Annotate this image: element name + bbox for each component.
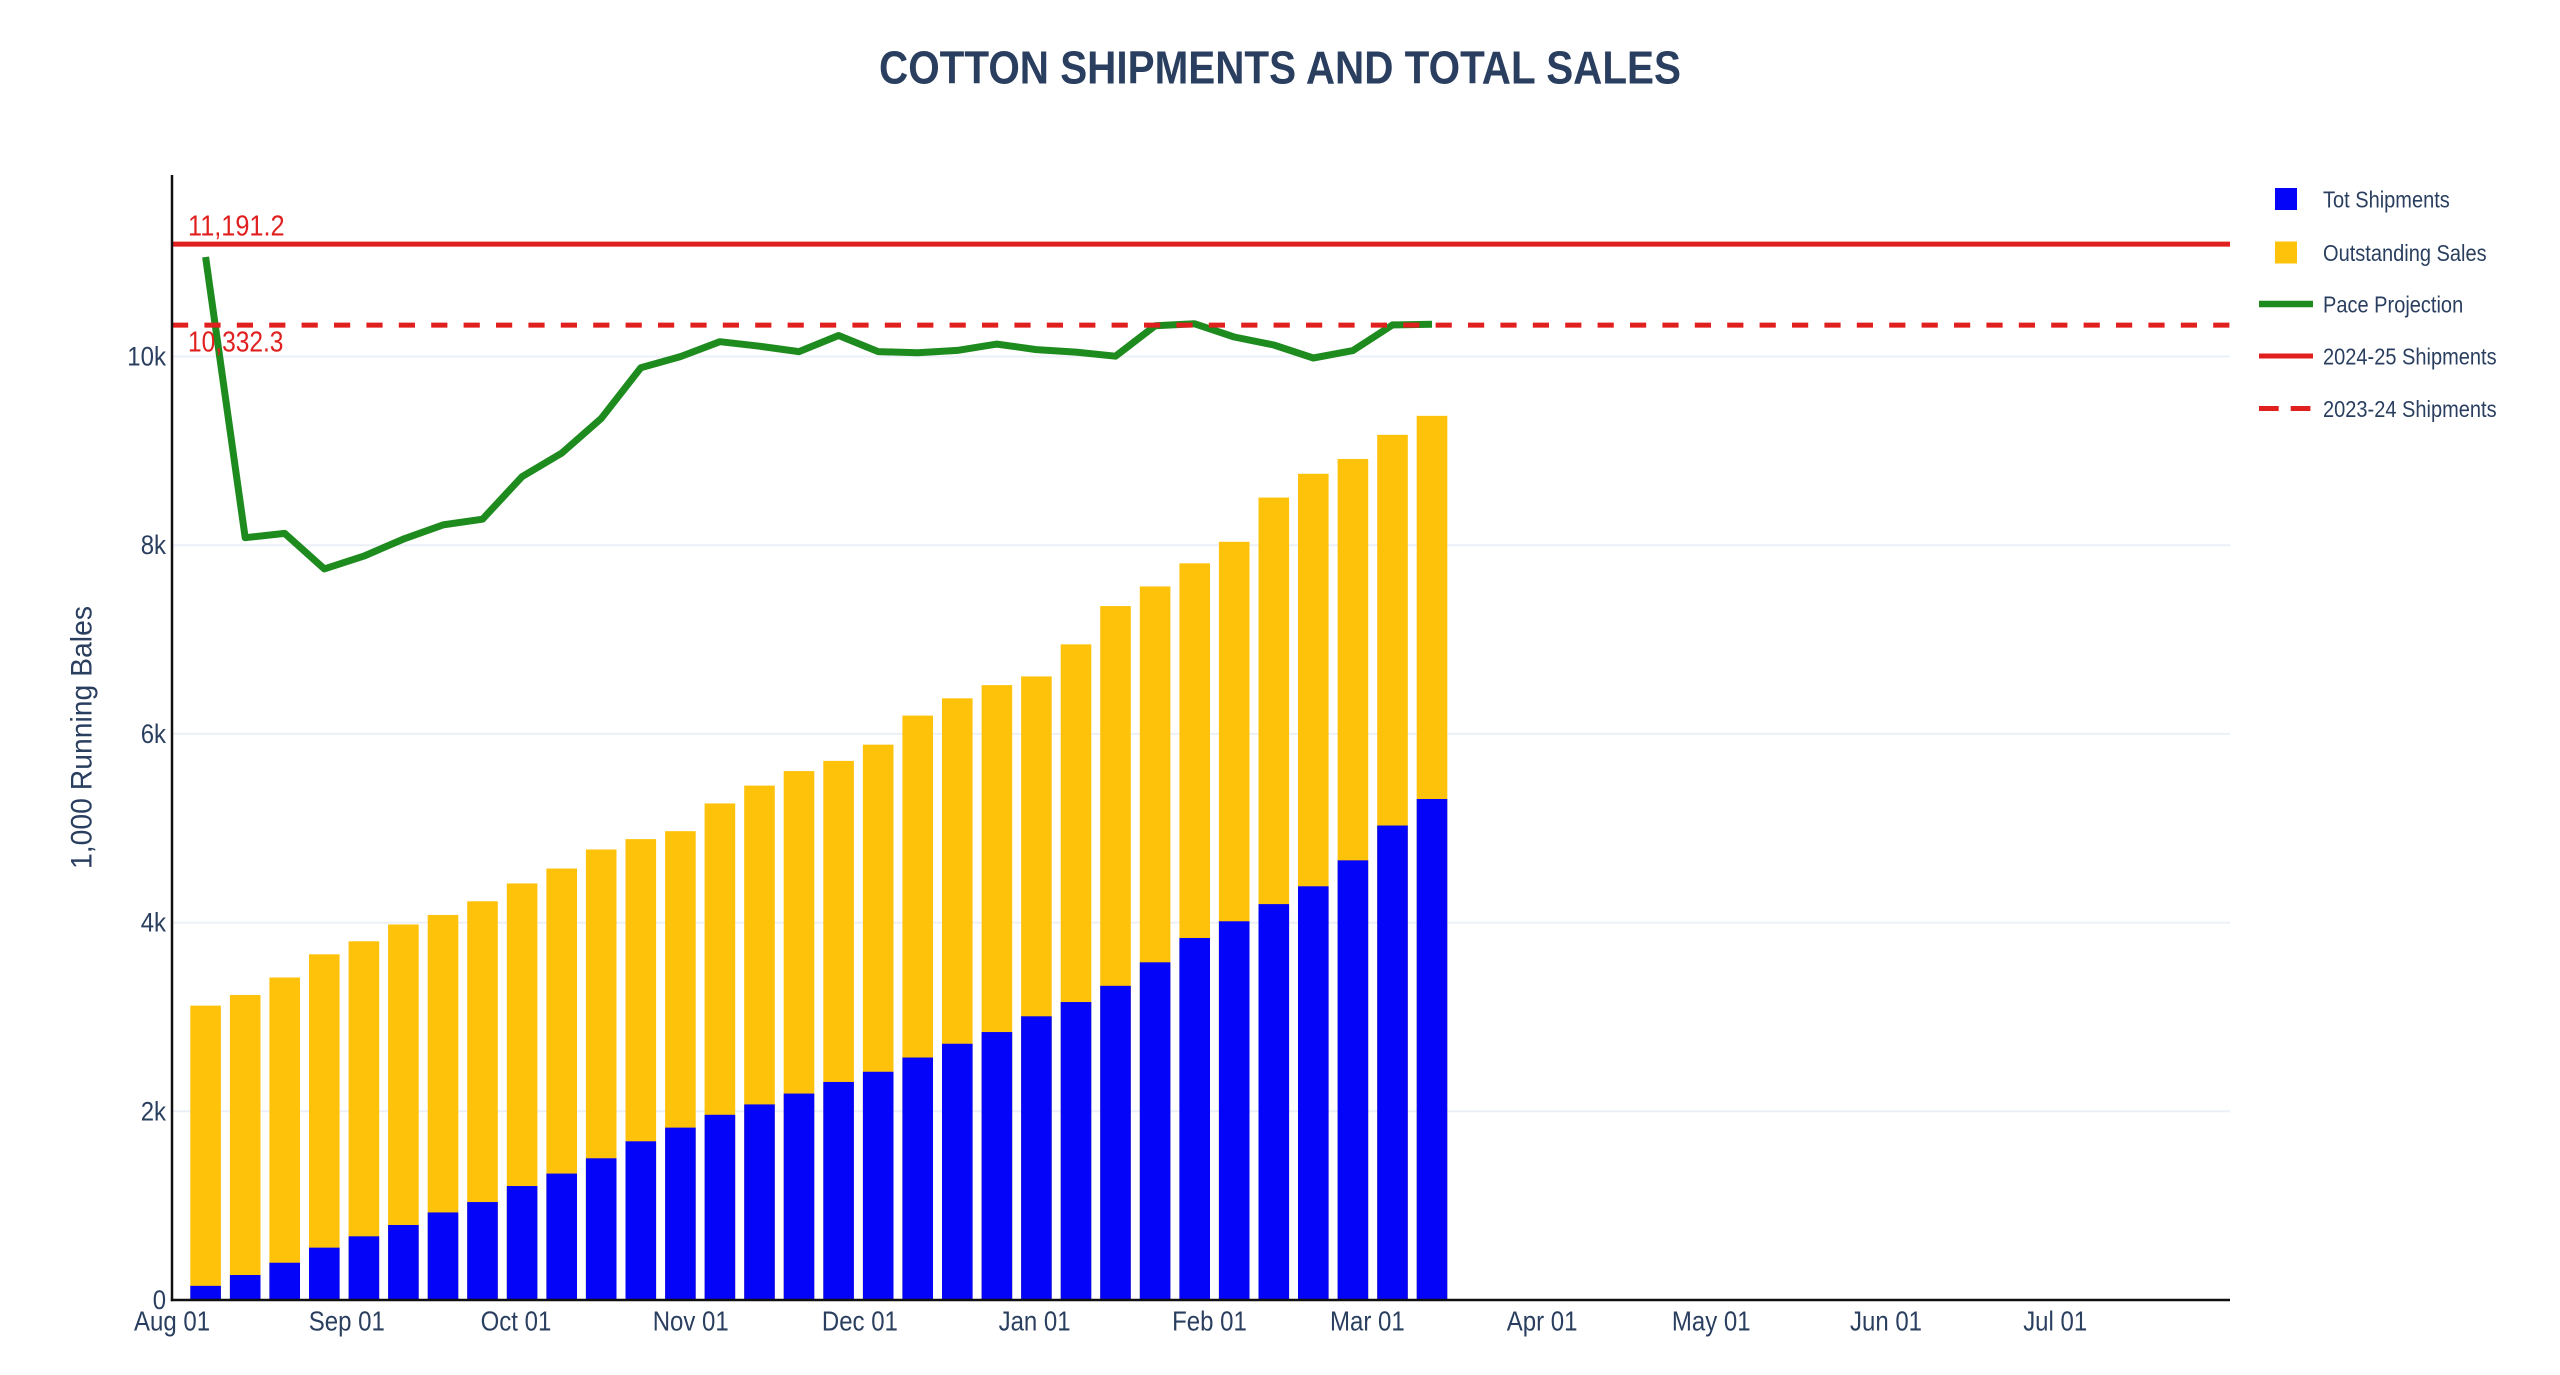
svg-text:Outstanding Sales: Outstanding Sales (2323, 240, 2487, 266)
svg-text:May 01: May 01 (1672, 1306, 1751, 1337)
svg-text:8k: 8k (141, 530, 167, 560)
svg-text:Sep 01: Sep 01 (309, 1306, 385, 1337)
svg-text:Apr 01: Apr 01 (1507, 1306, 1578, 1337)
svg-text:Tot Shipments: Tot Shipments (2323, 186, 2450, 212)
svg-text:Jan 01: Jan 01 (999, 1306, 1071, 1337)
svg-text:Pace Projection: Pace Projection (2323, 291, 2463, 317)
svg-text:0: 0 (153, 1285, 166, 1315)
svg-text:2023-24 Shipments: 2023-24 Shipments (2323, 396, 2497, 422)
svg-text:2024-25 Shipments: 2024-25 Shipments (2323, 343, 2497, 369)
svg-text:Oct 01: Oct 01 (481, 1306, 552, 1337)
svg-text:10,332.3: 10,332.3 (188, 327, 283, 359)
svg-text:COTTON SHIPMENTS AND TOTAL SAL: COTTON SHIPMENTS AND TOTAL SALES (879, 41, 1681, 93)
svg-text:Jun 01: Jun 01 (1850, 1306, 1922, 1337)
svg-text:Mar 01: Mar 01 (1330, 1306, 1405, 1337)
svg-text:Nov 01: Nov 01 (653, 1306, 729, 1337)
svg-text:Dec 01: Dec 01 (822, 1306, 898, 1337)
svg-text:4k: 4k (141, 908, 167, 938)
svg-text:1,000 Running Bales: 1,000 Running Bales (66, 606, 99, 869)
svg-text:Jul 01: Jul 01 (2023, 1306, 2087, 1337)
svg-text:Feb 01: Feb 01 (1172, 1306, 1247, 1337)
svg-text:2k: 2k (141, 1096, 167, 1126)
svg-text:11,191.2: 11,191.2 (188, 211, 285, 243)
svg-text:6k: 6k (141, 719, 167, 749)
svg-text:10k: 10k (127, 342, 166, 372)
svg-text:Aug 01: Aug 01 (134, 1306, 210, 1337)
